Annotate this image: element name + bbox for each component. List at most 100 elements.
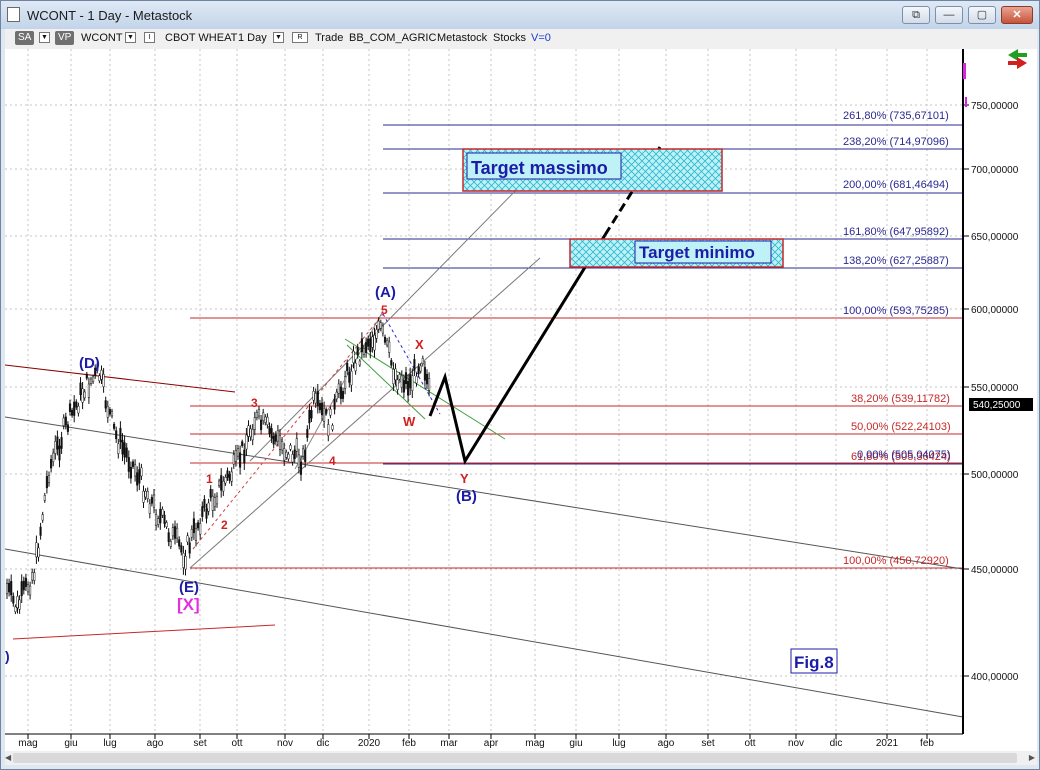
restore-chart-button[interactable]: ⧉ [902,6,930,24]
y-tick-label: 500,00000 [971,470,1019,481]
current-price-label: 540,25000 [973,400,1021,411]
candle-body [386,339,389,346]
candle-body [56,436,59,450]
candle-body [331,425,334,430]
candle-body [129,466,132,479]
candle-body [87,383,90,398]
candle-body [215,495,219,505]
candle-body [119,427,122,443]
candle-body [304,449,307,462]
candle-body [354,362,357,372]
candle-body [52,452,55,463]
sa-button[interactable]: SA [15,31,35,45]
close-button[interactable]: ✕ [1001,6,1033,24]
candle-body [352,351,355,363]
candle-body [253,417,256,430]
y-tick-label: 700,00000 [971,165,1019,176]
candle-body [236,448,240,457]
axis-marker [965,97,967,107]
candle-body [306,429,309,438]
scrollbar-track[interactable] [13,753,1017,763]
wave-label-X: [X] [177,595,200,614]
candle-body [270,428,273,439]
chart-canvas[interactable]: 261,80% (735,67101)238,20% (714,97096)20… [5,49,1037,765]
x-tick-label: mag [18,738,37,749]
period-dropdown-icon[interactable]: ▼ [273,32,284,43]
trend-line [192,313,384,550]
candle-body [205,508,208,519]
i-button[interactable]: I [144,32,155,43]
candle-body [379,322,382,329]
candle-body [404,372,408,385]
candle-body [131,461,135,467]
candle-body [287,453,290,460]
candle-body [110,410,114,417]
period-label[interactable]: 1 Day [238,32,267,44]
candle-body [50,458,53,469]
candle-body [249,428,252,438]
candle-body [186,535,189,543]
minimize-button[interactable]: — [935,6,963,24]
candle-body [266,416,269,425]
maximize-button[interactable]: ▢ [968,6,996,24]
fib-level-label: 50,00% (522,24103) [851,421,951,433]
candle-body [369,338,372,353]
candle-body [371,336,374,348]
candle-body [213,497,216,507]
x-tick-label: set [193,738,207,749]
candle-body [159,508,162,524]
candle-body [100,369,103,380]
candle-body [102,374,105,387]
fib-level-label: 100,00% (593,75285) [843,305,949,317]
candle-body [45,476,48,489]
candle-body [262,412,265,421]
candle-body [291,454,294,463]
candle-body [402,380,405,393]
candle-body [333,398,336,410]
y-tick-label: 450,00000 [971,565,1019,576]
candle-body [318,403,321,411]
horizontal-scrollbar[interactable]: ◀ ▶ [5,751,1037,765]
fib-level-label: 261,80% (735,67101) [843,110,949,122]
candle-body [24,577,27,587]
candle-body [377,320,380,330]
candle-body [413,359,416,371]
target-max-label: Target massimo [471,158,608,178]
candle-body [75,401,78,408]
candle-body [140,467,143,477]
r-button[interactable]: R [292,32,308,43]
vp-button[interactable]: VP [55,31,75,45]
candle-body [180,545,183,553]
app-icon [7,7,20,22]
candle-body [274,434,277,442]
scroll-right-icon[interactable]: ▶ [1028,753,1035,762]
scroll-left-icon[interactable]: ◀ [5,753,12,762]
trend-line [5,416,964,570]
source-label: Metastock [437,32,488,44]
candle-body [136,472,139,486]
candle-body [26,584,30,593]
price-chart[interactable]: 261,80% (735,67101) 238,20% (714,97096) 20… [5,49,1037,765]
fib-level-label: 61,80% (505,36424) [851,451,951,463]
candle-body [16,596,19,609]
candle-body [220,475,223,491]
candle-body [64,416,67,426]
candle-body [96,364,99,371]
candle-body [417,366,420,375]
symbol-dropdown-icon[interactable]: ▼ [125,32,136,43]
y-tick-label: 750,00000 [971,101,1019,112]
sa-dropdown-icon[interactable]: ▼ [39,32,50,43]
candle-body [117,443,120,454]
candle-body [92,376,95,382]
fib-level-label: 0,00% (505,04075) [857,449,951,461]
candle-body [428,378,431,391]
candle-body [421,358,424,365]
y-tick-label: 550,00000 [971,383,1019,394]
symbol-label[interactable]: WCONT [81,32,123,44]
candle-body [375,329,378,339]
x-tick-label: nov [277,738,293,749]
wave-label-w2: 2 [221,518,228,532]
candle-body [207,502,210,512]
x-tick-label: giu [64,738,77,749]
candle-body [163,514,166,524]
